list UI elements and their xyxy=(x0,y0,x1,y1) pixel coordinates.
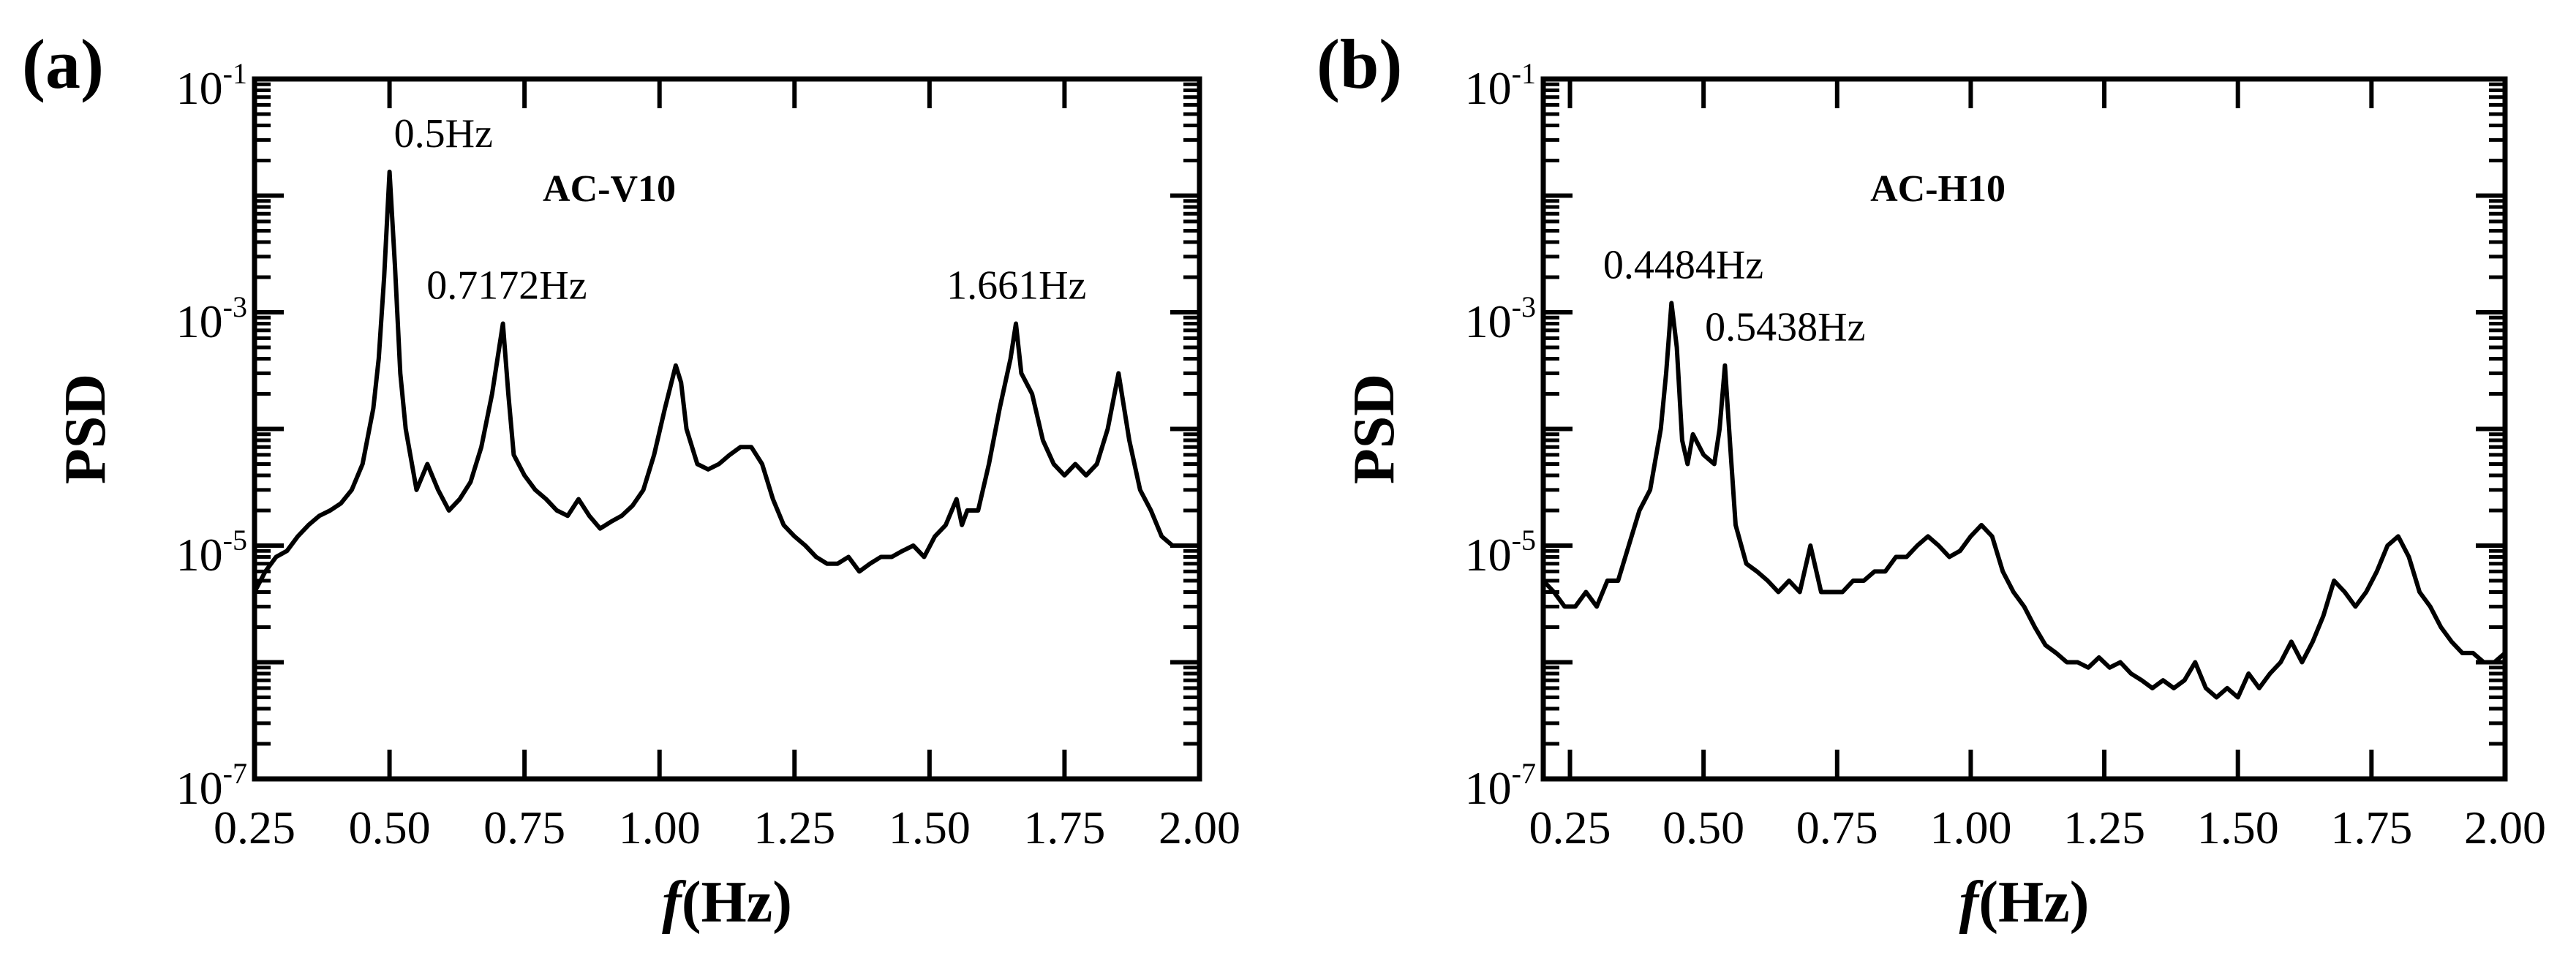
x-tick-label: 0.75 xyxy=(483,802,565,853)
y-axis-title: PSD xyxy=(53,374,118,484)
x-axis-title: f(Hz) xyxy=(662,870,792,935)
psd-series-line xyxy=(252,169,1200,593)
y-tick-base: 10 xyxy=(1465,762,1512,814)
y-tick-exponent: -1 xyxy=(1512,57,1536,90)
y-tick-label: 10-3 xyxy=(1465,290,1536,347)
y-tick-label: 10-5 xyxy=(176,524,247,581)
y-tick-base: 10 xyxy=(1465,62,1512,114)
y-tick-label: 10-1 xyxy=(1465,57,1536,114)
panel-b: 10-110-310-510-70.25 0.50 0.75 1.00 1.25 1.50… xyxy=(1317,25,2546,935)
panel-letter: (b) xyxy=(1317,25,1402,103)
y-tick-exponent: -5 xyxy=(1512,524,1536,557)
y-axis-title: PSD xyxy=(1342,374,1406,484)
y-tick-label: 10-1 xyxy=(176,57,247,114)
panel-letter: (a) xyxy=(22,25,104,103)
y-tick-exponent: -7 xyxy=(1512,757,1536,790)
peak-annotation: 1.661Hz xyxy=(946,263,1086,308)
x-tick-label: 1.75 xyxy=(1023,802,1105,853)
y-tick-label: 10-7 xyxy=(1465,757,1536,814)
y-tick-exponent: -1 xyxy=(223,57,247,90)
y-tick-base: 10 xyxy=(176,295,223,347)
peak-annotation: 0.5Hz xyxy=(394,111,493,157)
y-ticks xyxy=(255,77,1200,781)
y-tick-base: 10 xyxy=(1465,529,1512,581)
x-tick-label: 0.25 xyxy=(214,802,295,853)
x-tick-label: 0.75 xyxy=(1796,802,1878,853)
peak-annotation: 0.4484Hz xyxy=(1603,242,1763,287)
x-tick-label: 1.00 xyxy=(1929,802,2011,853)
x-tick-label: 0.50 xyxy=(1662,802,1744,853)
x-axis-title: f(Hz) xyxy=(1959,870,2090,935)
x-tick-label: 0.50 xyxy=(349,802,431,853)
psd-series-line xyxy=(1541,301,2507,700)
x-axis-title-unit: (Hz) xyxy=(682,870,792,935)
x-tick-label: 2.00 xyxy=(1159,802,1240,853)
x-tick-label: 1.25 xyxy=(2063,802,2145,853)
x-tick-label: 1.00 xyxy=(619,802,701,853)
x-tick-label: 1.25 xyxy=(753,802,835,853)
peak-annotation: 0.7172Hz xyxy=(426,263,587,308)
x-tick-label: 0.25 xyxy=(1529,802,1611,853)
y-tick-base: 10 xyxy=(176,529,223,581)
y-tick-exponent: -3 xyxy=(223,290,247,323)
y-tick-base: 10 xyxy=(1465,295,1512,347)
y-tick-exponent: -5 xyxy=(223,524,247,557)
y-tick-exponent: -7 xyxy=(223,757,247,790)
case-label: AC-H10 xyxy=(1870,168,2006,210)
case-label: AC-V10 xyxy=(543,168,676,210)
y-tick-label: 10-5 xyxy=(1465,524,1536,581)
y-ticks xyxy=(1543,77,2505,781)
x-tick-label: 1.75 xyxy=(2330,802,2412,853)
plot-frame xyxy=(252,76,1202,782)
plot-frame xyxy=(1540,76,2508,782)
y-tick-label: 10-3 xyxy=(176,290,247,347)
y-tick-base: 10 xyxy=(176,762,223,814)
panel-a: 10-110-310-510-70.25 0.50 0.75 1.00 1.25 1.50… xyxy=(22,25,1240,935)
x-axis-title-unit: (Hz) xyxy=(1978,870,2089,935)
y-tick-base: 10 xyxy=(176,62,223,114)
y-tick-exponent: -3 xyxy=(1512,290,1536,323)
x-tick-label: 1.50 xyxy=(889,802,971,853)
y-tick-label: 10-7 xyxy=(176,757,247,814)
x-tick-label: 1.50 xyxy=(2197,802,2279,853)
peak-annotation: 0.5438Hz xyxy=(1705,305,1865,350)
x-tick-label: 2.00 xyxy=(2464,802,2546,853)
